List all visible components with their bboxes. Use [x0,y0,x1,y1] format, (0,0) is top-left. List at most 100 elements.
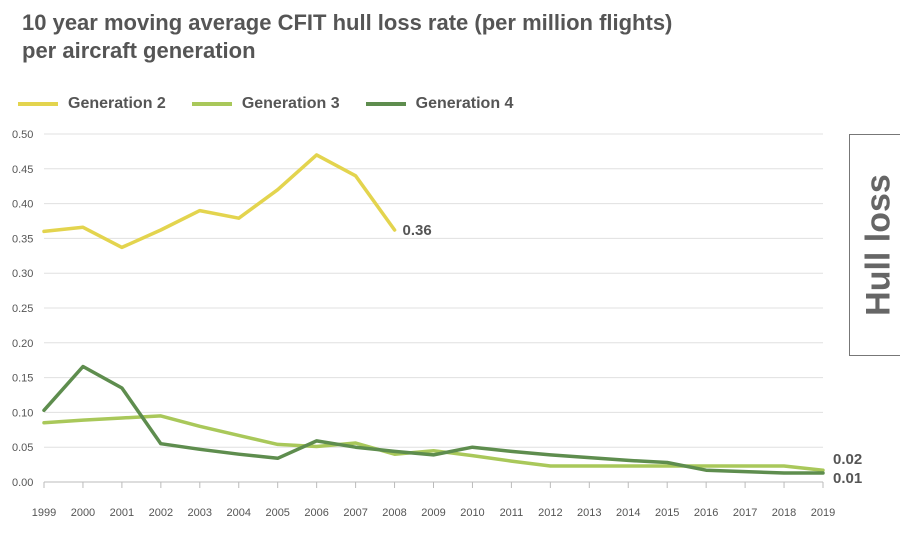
data-point-generation-2 [354,174,357,177]
x-tick-label: 2008 [382,507,406,519]
data-point-generation-4 [120,387,123,390]
data-point-generation-3 [549,464,552,467]
data-point-generation-4 [627,459,630,462]
data-point-generation-4 [705,469,708,472]
data-point-generation-3 [471,454,474,457]
legend-swatch-generation-3 [191,102,232,106]
data-point-generation-4 [43,409,46,412]
x-tick-label: 2002 [149,507,173,519]
data-point-generation-3 [783,464,786,467]
data-point-generation-3 [627,464,630,467]
chart-title-line-2: per aircraft generation [22,38,256,63]
x-tick-label: 2015 [655,507,679,519]
data-point-generation-4 [237,453,240,456]
x-tick-label: 2016 [694,507,718,519]
data-point-generation-3 [432,449,435,452]
data-point-generation-3 [81,419,84,422]
legend-item-generation-3: Generation 3 [191,95,340,113]
data-point-generation-3 [159,414,162,417]
data-point-generation-2 [393,229,396,232]
chart-title-line-1: 10 year moving average CFIT hull loss ra… [22,10,673,35]
x-tick-label: 2009 [421,507,445,519]
y-tick-label: 0.50 [12,129,33,141]
legend-item-generation-4: Generation 4 [365,95,514,113]
data-point-generation-4 [315,439,318,442]
data-point-generation-4 [783,471,786,474]
y-tick-label: 0.35 [12,233,33,245]
x-tick-label: 2003 [188,507,212,519]
data-point-generation-3 [588,464,591,467]
data-point-generation-2 [81,226,84,229]
data-point-generation-4 [471,446,474,449]
x-tick-label: 2000 [71,507,95,519]
y-tick-label: 0.45 [12,164,33,176]
x-tick-label: 2014 [616,507,640,519]
x-tick-label: 2011 [500,507,524,519]
data-point-generation-4 [744,470,747,473]
series-line-generation-4 [42,364,825,475]
data-point-generation-4 [81,365,84,368]
data-point-generation-3 [354,442,357,445]
data-point-generation-3 [822,469,825,472]
data-point-generation-4 [276,457,279,460]
data-point-generation-2 [276,188,279,191]
y-tick-label: 0.15 [12,373,33,385]
legend-label-generation-4: Generation 4 [415,95,514,112]
x-tick-label: 2007 [343,507,367,519]
legend-label-generation-3: Generation 3 [241,95,340,112]
legend-swatch-generation-4 [365,102,406,106]
data-point-generation-4 [588,456,591,459]
y-tick-label: 0.40 [12,199,33,211]
data-point-generation-4 [549,453,552,456]
y-tick-label: 0.10 [12,407,33,419]
data-point-generation-3 [43,421,46,424]
side-tab-label: Hull loss [859,174,898,316]
end-label-generation-2: 0.36 [403,222,432,239]
data-point-generation-2 [198,209,201,212]
data-point-generation-3 [666,464,669,467]
data-point-generation-3 [276,443,279,446]
data-point-generation-4 [354,446,357,449]
chart-legend: Generation 2 Generation 3 Generation 4 [18,94,539,114]
x-tick-label: 2010 [460,507,484,519]
x-tick-label: 2019 [811,507,835,519]
x-tick-label: 2012 [538,507,562,519]
data-point-generation-3 [315,445,318,448]
x-tick-label: 2001 [110,507,134,519]
data-point-generation-2 [237,217,240,220]
data-point-generation-3 [744,464,747,467]
side-tab: Hull loss [849,134,900,356]
legend-item-generation-2: Generation 2 [18,95,166,113]
end-label-generation-3: 0.02 [833,451,862,468]
end-label-generation-4: 0.01 [833,470,862,487]
data-point-generation-4 [432,453,435,456]
data-point-generation-2 [43,230,46,233]
x-tick-label: 2006 [304,507,328,519]
data-point-generation-3 [705,464,708,467]
chart-title: 10 year moving average CFIT hull loss ra… [22,9,672,65]
x-tick-label: 2004 [227,507,251,519]
legend-swatch-generation-2 [18,102,58,106]
data-point-generation-4 [198,448,201,451]
series-line-generation-2 [42,153,397,250]
data-point-generation-2 [120,246,123,249]
data-point-generation-2 [159,229,162,232]
y-tick-label: 0.30 [12,268,33,280]
legend-label-generation-2: Generation 2 [68,95,166,112]
data-point-generation-3 [198,425,201,428]
x-tick-label: 1999 [32,507,56,519]
y-tick-label: 0.25 [12,303,33,315]
x-tick-label: 2013 [577,507,601,519]
data-point-generation-4 [510,450,513,453]
data-point-generation-3 [510,460,513,463]
data-point-generation-4 [393,450,396,453]
y-tick-label: 0.20 [12,338,33,350]
y-tick-label: 0.05 [12,442,33,454]
data-point-generation-3 [120,416,123,419]
x-tick-label: 2005 [265,507,289,519]
data-point-generation-4 [666,461,669,464]
x-tick-label: 2018 [772,507,796,519]
x-tick-label: 2017 [733,507,757,519]
data-point-generation-4 [822,471,825,474]
